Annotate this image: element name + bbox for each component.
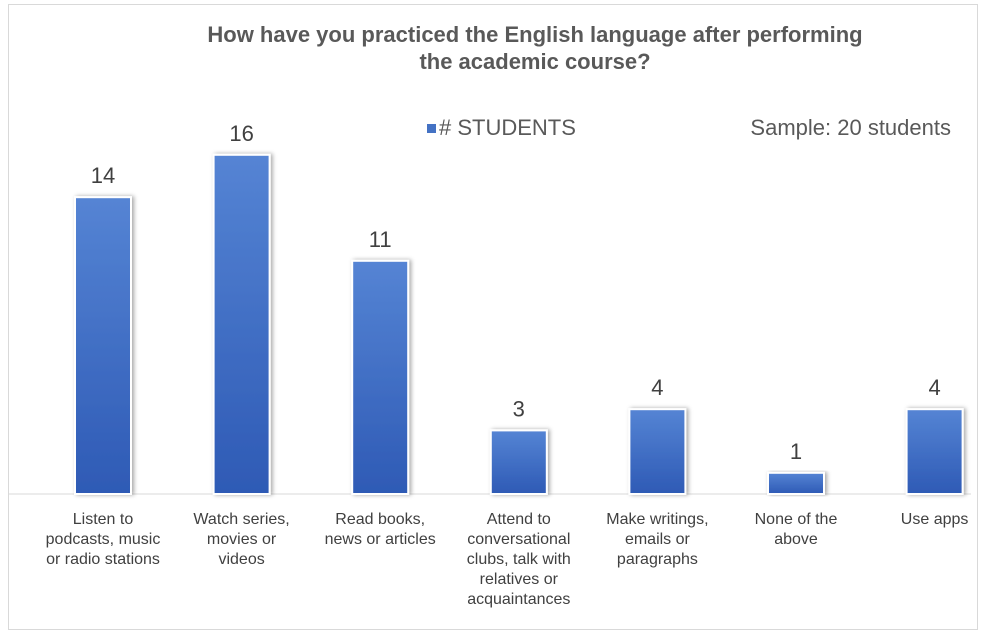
sample-annotation: Sample: 20 students (750, 115, 951, 140)
chart-area: How have you practiced the English langu… (8, 4, 978, 630)
bar-chart: How have you practiced the English langu… (9, 22, 971, 608)
data-label: 4 (928, 375, 940, 400)
bar (74, 196, 132, 495)
chart-title-line-1: How have you practiced the English langu… (207, 22, 862, 47)
data-label: 14 (91, 163, 115, 188)
bar (212, 153, 271, 496)
category-label: Use apps (901, 511, 969, 528)
data-label: 3 (513, 396, 525, 421)
bar (628, 408, 687, 496)
bars-layer (74, 153, 964, 496)
data-label: 1 (790, 439, 802, 464)
legend-label: # STUDENTS (439, 115, 576, 140)
category-label: Attend to conversational clubs, talk with r… (467, 511, 571, 608)
category-label: None of the above (755, 511, 838, 548)
legend-marker (427, 124, 436, 133)
chart-title-line-2: the academic course? (419, 49, 650, 74)
category-label: Read books, news or articles (325, 511, 436, 548)
category-label: Watch series, movies or videos (193, 511, 289, 568)
data-label: 11 (369, 227, 392, 252)
category-labels-layer: Listen to podcasts, music or radio station… (46, 511, 969, 608)
bar (351, 259, 410, 495)
bar (489, 429, 548, 495)
bar (905, 408, 964, 496)
data-label: 16 (229, 121, 253, 146)
category-label: Make writings, emails or paragraphs (606, 511, 708, 568)
bar (767, 471, 825, 495)
category-label: Listen to podcasts, music or radio station… (46, 511, 161, 568)
data-label: 4 (651, 375, 663, 400)
